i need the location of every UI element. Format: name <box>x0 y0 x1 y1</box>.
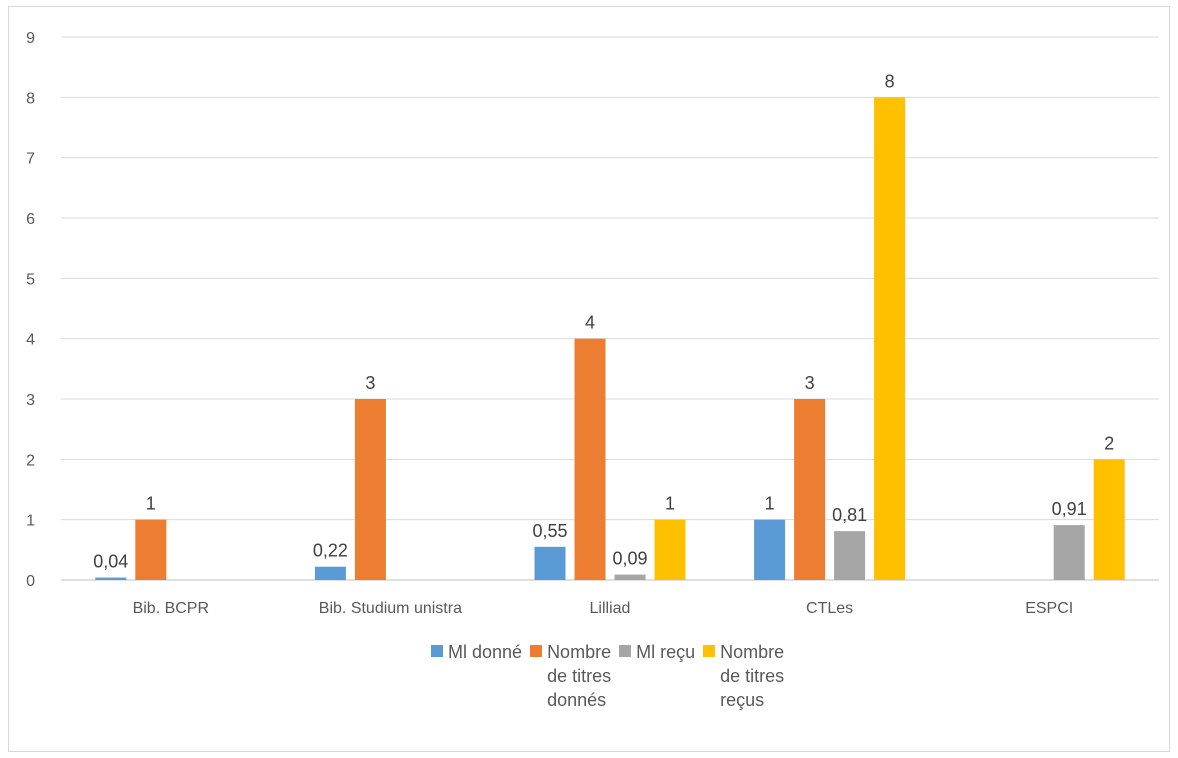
y-tick-label: 6 <box>26 211 35 228</box>
bar <box>614 574 646 580</box>
data-label: 2 <box>1104 433 1114 453</box>
y-tick-label: 9 <box>26 30 35 47</box>
data-label: 0,55 <box>532 521 567 541</box>
bar <box>574 338 606 580</box>
legend-swatch <box>619 645 632 657</box>
data-label: 1 <box>146 494 156 514</box>
y-tick-label: 2 <box>26 452 35 469</box>
legend-label: Ml donné <box>448 642 523 662</box>
legend-label: Nombre de titres donnés <box>547 642 612 710</box>
bar <box>314 566 346 580</box>
x-tick-label: CTLes <box>806 600 853 617</box>
x-tick-label: ESPCI <box>1025 600 1073 617</box>
legend-item: Ml reçu <box>619 640 695 664</box>
bar <box>534 546 566 580</box>
legend-label: Nombre de titres reçus <box>720 642 785 710</box>
legend: Ml donné Nombre de titres donnés Ml reçu No… <box>431 640 792 712</box>
legend-item: Nombre de titres donnés <box>530 640 611 712</box>
bar <box>794 399 826 580</box>
bar <box>354 399 386 580</box>
y-tick-label: 4 <box>26 332 35 349</box>
bar-chart: 0 1 2 3 4 5 6 7 8 9 0,04 1 Bib. BCPR 0,22 3 Bib. Studiu… <box>26 30 1159 617</box>
data-label: 3 <box>365 373 375 393</box>
data-label: 0,22 <box>313 541 348 561</box>
x-tick-label: Lilliad <box>590 600 631 617</box>
y-tick-label: 1 <box>26 513 35 530</box>
y-tick-label: 7 <box>26 151 35 168</box>
bar <box>754 519 786 580</box>
legend-label: Ml reçu <box>636 642 696 662</box>
data-label: 1 <box>765 494 775 514</box>
y-tick-label: 0 <box>26 573 35 590</box>
legend-item: Nombre de titres reçus <box>703 640 784 712</box>
data-label: 8 <box>885 71 895 91</box>
bar <box>874 97 906 580</box>
data-label: 0,81 <box>832 505 867 525</box>
y-tick-label: 3 <box>26 392 35 409</box>
chart-frame: 0 1 2 3 4 5 6 7 8 9 0,04 1 Bib. BCPR 0,22 3 Bib. Studiu… <box>8 6 1170 752</box>
data-label: 4 <box>585 313 595 333</box>
data-label: 0,91 <box>1052 499 1087 519</box>
legend-swatch <box>431 645 443 657</box>
data-label: 0,09 <box>612 549 647 569</box>
data-label: 1 <box>665 494 675 514</box>
bar <box>95 577 127 580</box>
x-tick-label: Bib. Studium unistra <box>319 600 462 617</box>
bar <box>834 531 866 580</box>
legend-item: Ml donné <box>431 640 522 664</box>
bar <box>1093 459 1125 580</box>
legend-swatch <box>530 645 543 657</box>
data-label: 3 <box>805 373 815 393</box>
y-tick-label: 5 <box>26 271 35 288</box>
x-tick-label: Bib. BCPR <box>133 600 209 617</box>
y-tick-label: 8 <box>26 90 35 107</box>
bar <box>1053 525 1085 580</box>
bar <box>654 519 686 580</box>
legend-swatch <box>703 645 716 657</box>
data-label: 0,04 <box>93 552 128 572</box>
bar <box>135 519 167 580</box>
